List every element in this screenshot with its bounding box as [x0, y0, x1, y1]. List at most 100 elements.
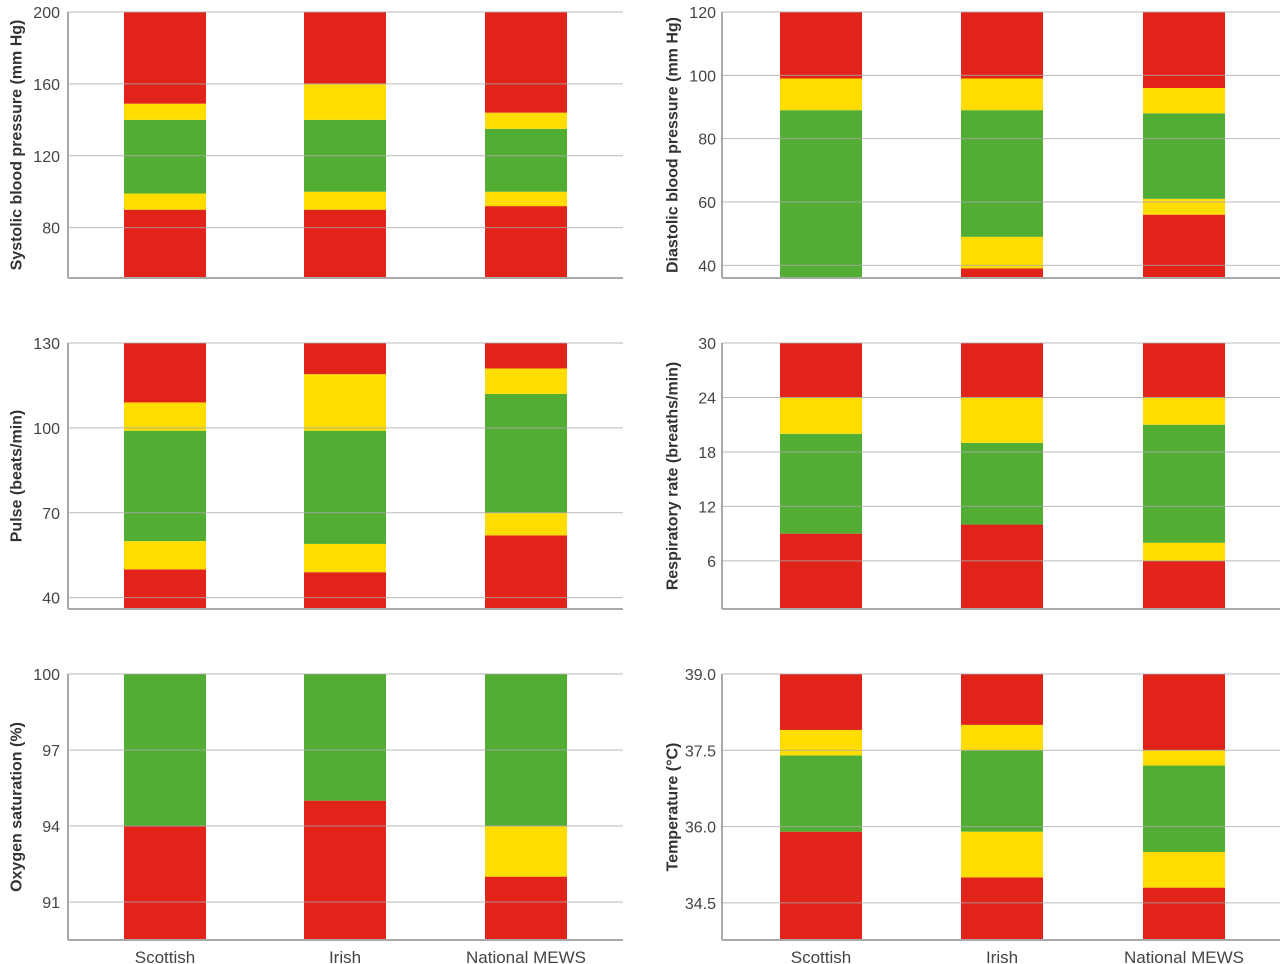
y-tick-label: 36.0 [685, 820, 716, 837]
bar-segment-green [961, 442, 1043, 525]
bar-segment-green [304, 674, 386, 801]
bar-segment-red [485, 535, 567, 609]
bar-segment-yellow [961, 724, 1043, 751]
y-tick-label: 40 [698, 258, 716, 275]
bar-segment-yellow [304, 374, 386, 431]
bar-segment-red [1143, 214, 1225, 278]
y-tick-label: 24 [698, 390, 716, 407]
y-axis-title: Respiratory rate (breaths/min) [665, 362, 682, 591]
bar-segment-yellow [124, 193, 206, 210]
y-tick-label: 94 [42, 819, 60, 836]
bar-segment-red [304, 572, 386, 609]
y-tick-label: 34.5 [685, 896, 716, 913]
y-axis-title: Diastolic blood pressure (mm Hg) [665, 17, 682, 273]
bar-segment-green [780, 433, 862, 534]
y-axis-title: Oxygen saturation (%) [9, 722, 26, 892]
bar-segment-green [961, 750, 1043, 832]
bar-segment-yellow [304, 543, 386, 573]
panel-1: 40 60 80 100 120 Diastolic blood pressure (mm… [665, 5, 1280, 279]
bar-segment-red [485, 12, 567, 113]
bar-segment-green [780, 110, 862, 279]
y-tick-label: 39.0 [685, 667, 716, 684]
bar-segment-yellow [1143, 750, 1225, 766]
bar-segment-red [780, 674, 862, 730]
bar-segment-red [961, 343, 1043, 398]
bar-segment-red [124, 343, 206, 403]
panel-5: 34.5 36.0 37.5 39.0 Temperature (°C) Scottish… [665, 667, 1280, 964]
bar-segment-red [304, 209, 386, 278]
bar-segment-yellow [304, 191, 386, 210]
bar-segment-red [485, 206, 567, 278]
bar-segment-red [304, 343, 386, 375]
bar-segment-green [485, 128, 567, 192]
y-axis-title: Systolic blood pressure (mm Hg) [9, 20, 26, 271]
bar-segment-yellow [124, 541, 206, 570]
y-tick-label: 130 [33, 336, 60, 353]
bar-segment-red [961, 524, 1043, 609]
panel-3: 6 12 18 24 30 Respiratory rate (breaths/min) [665, 336, 1280, 610]
y-tick-label: 100 [33, 667, 60, 684]
bar-segment-red [304, 12, 386, 84]
bar-segment-yellow [124, 103, 206, 120]
bar-segment-yellow [485, 368, 567, 394]
y-axis-title: Temperature (°C) [665, 743, 682, 872]
y-axis-title: Pulse (beats/min) [9, 410, 26, 542]
panel-2: 40 70 100 130 Pulse (beats/min) [9, 336, 623, 610]
bar-segment-green [1143, 424, 1225, 543]
bar-segment-yellow [1143, 397, 1225, 425]
bar-segment-yellow [485, 191, 567, 207]
x-category-label: Scottish [791, 948, 851, 964]
bar-segment-red [961, 674, 1043, 725]
bar-segment-red [124, 826, 206, 940]
bar-segment-yellow [961, 236, 1043, 269]
bar-segment-yellow [961, 78, 1043, 111]
bar-segment-red [780, 831, 862, 940]
bar-segment-yellow [961, 397, 1043, 443]
bar-segment-green [780, 755, 862, 832]
bar-segment-yellow [780, 397, 862, 434]
x-category-label: Irish [329, 948, 361, 964]
y-tick-label: 120 [33, 149, 60, 166]
bar-segment-green [304, 430, 386, 544]
x-category-label: Irish [986, 948, 1018, 964]
x-category-label: Scottish [135, 948, 195, 964]
bar-segment-yellow [1143, 542, 1225, 561]
bar-segment-yellow [780, 729, 862, 756]
y-tick-label: 12 [698, 499, 716, 516]
y-tick-label: 91 [42, 895, 60, 912]
bar-segment-yellow [780, 78, 862, 111]
bar-segment-red [124, 209, 206, 278]
bar-segment-red [304, 800, 386, 940]
y-tick-label: 120 [689, 5, 716, 22]
bar-segment-red [1143, 343, 1225, 398]
bar-segment-red [961, 12, 1043, 79]
panel-4: 91 94 97 100 Oxygen saturation (%) Scottish Ir… [9, 667, 623, 964]
y-tick-label: 80 [42, 221, 60, 238]
y-tick-label: 70 [42, 506, 60, 523]
bar-segment-red [780, 343, 862, 398]
bar-segment-red [1143, 887, 1225, 940]
y-tick-label: 100 [33, 421, 60, 438]
bar-segment-red [485, 876, 567, 940]
bar-segment-green [124, 119, 206, 194]
bar-segment-red [780, 533, 862, 609]
bar-segment-red [1143, 12, 1225, 88]
bar-segment-yellow [485, 112, 567, 129]
bar-segment-yellow [485, 512, 567, 536]
y-tick-label: 40 [42, 591, 60, 608]
bar-segment-yellow [304, 83, 386, 120]
y-tick-label: 18 [698, 445, 716, 462]
y-tick-label: 6 [707, 554, 716, 571]
bar-segment-yellow [1143, 198, 1225, 215]
bar-segment-red [961, 268, 1043, 278]
y-tick-label: 100 [689, 68, 716, 85]
bar-segment-yellow [485, 826, 567, 877]
bar-segment-red [1143, 674, 1225, 751]
y-tick-label: 80 [698, 132, 716, 149]
x-category-label: National MEWS [466, 948, 586, 964]
bar-segment-red [124, 569, 206, 609]
y-tick-label: 60 [698, 195, 716, 212]
y-tick-label: 160 [33, 77, 60, 94]
bar-segment-green [124, 430, 206, 542]
bar-segment-red [961, 877, 1043, 940]
